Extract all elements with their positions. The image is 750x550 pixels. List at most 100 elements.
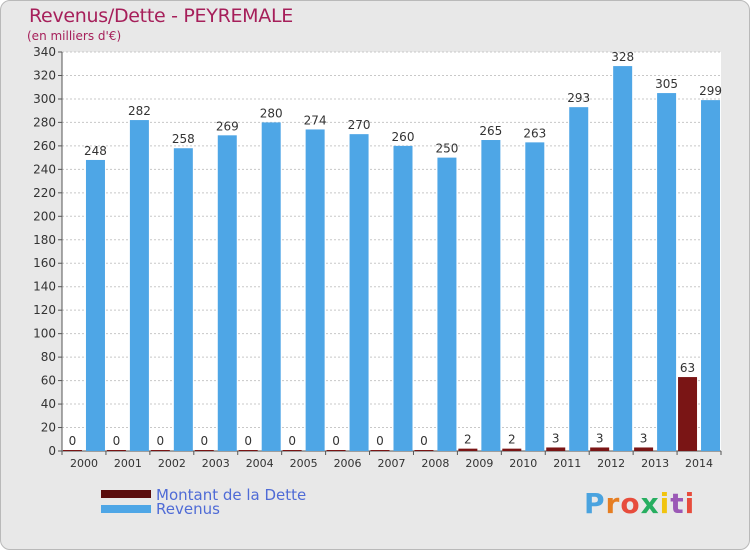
- legend-swatch-dette: [101, 490, 151, 498]
- y-tick-label: 140: [33, 280, 56, 294]
- bar-revenus: [613, 66, 633, 452]
- bar-revenus: [217, 135, 237, 451]
- x-tick-label: 2012: [597, 457, 625, 470]
- bar-revenus: [349, 134, 369, 451]
- x-tick-label: 2009: [465, 457, 493, 470]
- logo-letter: i: [684, 487, 696, 520]
- bar-dette: [326, 450, 346, 451]
- data-label-dette: 0: [244, 434, 252, 448]
- bar-revenus: [85, 159, 105, 451]
- y-tick-label: 160: [33, 256, 56, 270]
- data-label-dette: 2: [464, 433, 472, 447]
- logo-letter: x: [640, 487, 660, 520]
- bar-revenus: [569, 107, 589, 451]
- data-label-dette: 0: [113, 434, 121, 448]
- data-label-dette: 3: [640, 431, 648, 445]
- y-tick-label: 340: [33, 45, 56, 59]
- chart-title: Revenus/Dette - PEYREMALE: [29, 5, 293, 27]
- data-label-dette: 0: [288, 434, 296, 448]
- x-tick-label: 2014: [685, 457, 713, 470]
- y-tick-label: 240: [33, 162, 56, 176]
- y-tick-label: 20: [41, 421, 56, 435]
- y-tick-label: 300: [33, 92, 56, 106]
- logo-letter: i: [659, 487, 671, 520]
- x-tick-label: 2013: [641, 457, 669, 470]
- bar-dette: [150, 450, 170, 451]
- bar-dette: [634, 447, 654, 451]
- data-label-revenus: 305: [655, 77, 678, 91]
- data-label-revenus: 260: [392, 130, 415, 144]
- x-tick-label: 2005: [290, 457, 318, 470]
- x-tick-label: 2004: [246, 457, 274, 470]
- bar-revenus: [129, 120, 149, 452]
- bar-revenus: [173, 148, 193, 451]
- data-label-dette: 0: [376, 434, 384, 448]
- bar-dette: [546, 447, 566, 451]
- logo-letter: o: [620, 487, 641, 520]
- bar-dette: [678, 377, 698, 451]
- data-label-revenus: 293: [567, 91, 590, 105]
- data-label-dette: 2: [508, 433, 516, 447]
- bar-revenus: [657, 93, 677, 451]
- plot-area: [62, 52, 721, 451]
- data-label-dette: 0: [69, 434, 77, 448]
- data-label-revenus: 274: [304, 113, 327, 127]
- bar-dette: [106, 450, 126, 451]
- logo-letter: P: [584, 487, 606, 520]
- y-tick-label: 100: [33, 327, 56, 341]
- bar-dette: [238, 450, 258, 451]
- data-label-revenus: 328: [611, 50, 634, 64]
- y-tick-label: 180: [33, 233, 56, 247]
- bar-dette: [458, 448, 478, 451]
- bar-revenus: [481, 140, 501, 451]
- bar-revenus: [701, 100, 721, 451]
- legend-swatch-revenus: [101, 505, 151, 513]
- proxiti-logo: Proxiti: [584, 487, 695, 520]
- data-label-dette: 0: [420, 434, 428, 448]
- data-label-revenus: 280: [260, 106, 283, 120]
- y-tick-label: 260: [33, 139, 56, 153]
- data-label-revenus: 282: [128, 104, 151, 118]
- data-label-dette: 0: [332, 434, 340, 448]
- bar-revenus: [437, 157, 457, 451]
- logo-letter: r: [605, 487, 621, 520]
- logo-letter: t: [670, 487, 685, 520]
- bar-dette: [62, 450, 82, 451]
- bar-dette: [282, 450, 302, 451]
- data-label-revenus: 269: [216, 119, 239, 133]
- bar-dette: [414, 450, 434, 451]
- legend-label-dette: Montant de la Dette: [156, 486, 307, 504]
- chart-subtitle: (en milliers d'€): [27, 29, 122, 43]
- bar-dette: [370, 450, 390, 451]
- bar-dette: [502, 448, 522, 451]
- bar-revenus: [393, 145, 413, 451]
- data-label-dette: 3: [596, 431, 604, 445]
- y-tick-label: 0: [48, 444, 56, 458]
- x-tick-label: 2002: [158, 457, 186, 470]
- data-label-revenus: 263: [523, 126, 546, 140]
- y-tick-label: 320: [33, 68, 56, 82]
- data-label-revenus: 258: [172, 132, 195, 146]
- data-label-dette: 0: [200, 434, 208, 448]
- y-tick-label: 80: [41, 350, 56, 364]
- bar-dette: [590, 447, 610, 451]
- x-tick-label: 2008: [421, 457, 449, 470]
- data-label-revenus: 248: [84, 144, 107, 158]
- x-tick-label: 2006: [334, 457, 362, 470]
- y-tick-label: 220: [33, 186, 56, 200]
- bar-revenus: [261, 122, 281, 451]
- data-label-revenus: 270: [348, 118, 371, 132]
- data-label-dette: 0: [157, 434, 165, 448]
- data-label-dette: 63: [680, 361, 695, 375]
- y-tick-label: 60: [41, 374, 56, 388]
- x-tick-label: 2001: [114, 457, 142, 470]
- x-tick-label: 2003: [202, 457, 230, 470]
- bar-dette: [194, 450, 214, 451]
- x-tick-label: 2007: [378, 457, 406, 470]
- y-tick-label: 200: [33, 209, 56, 223]
- y-tick-label: 120: [33, 303, 56, 317]
- data-label-revenus: 299: [699, 84, 722, 98]
- y-tick-label: 280: [33, 115, 56, 129]
